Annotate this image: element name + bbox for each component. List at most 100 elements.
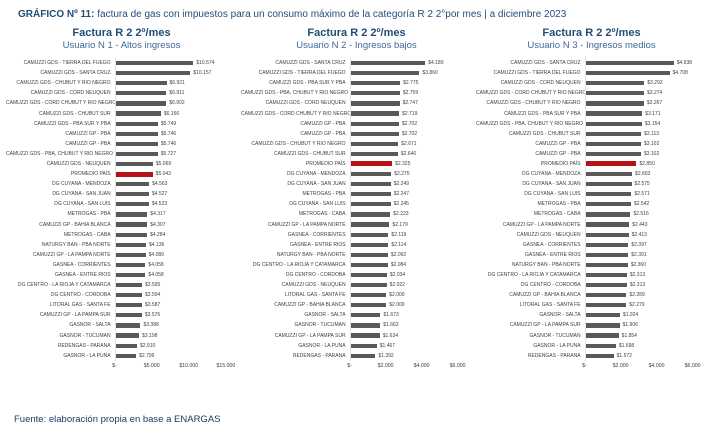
value-label: $2.516 [633,211,649,218]
bar-row: METROGAS - CABA $4.284 [6,229,237,240]
figure-caption: GRÁFICO Nº 11: factura de gas con impues… [0,0,715,21]
bar-row: GASNEA - CORRIENTES $2.397 [476,239,707,250]
plot-area: $4.136 [114,239,237,250]
category-label: CAMUZZI GP - BAHIA BLANCA [39,221,111,228]
bar [350,192,391,197]
chart-usuario-n1: Factura R 2 2º/mes Usuario N 1 - Altos in… [6,25,237,371]
bar [350,101,400,106]
value-label: $3.587 [144,302,161,309]
bar [350,182,391,187]
category-label: DG CUYANA - SAN JUAN [522,181,581,188]
plot-area: $4.089 [114,249,237,260]
bar-row: CAMUZZI GDS - CORD NEUQUEN $6.911 [6,88,237,99]
value-label: $5.746 [160,140,177,147]
chart-title: Factura R 2 2º/mes [542,27,641,39]
category-label: NATURGY BAN - PBA NORTE [276,251,346,258]
bar [115,60,194,66]
axis-tick-label: $4.000 [648,362,665,369]
plot-area: $2.850 [584,158,707,170]
category-label: DG CENTRO - CORDOBA [50,292,111,299]
value-label: $2.249 [393,181,410,188]
value-label: $4.180 [428,60,444,67]
bar-row: CAMUZZI GP - PBA $3.102 [476,148,707,159]
bar-row: GASNEA - CORRIENTES $2.119 [241,229,472,240]
x-axis: $- $5.000 $10.000 $15.000 [6,361,237,371]
bar [350,283,387,288]
plot-area: $1.698 [584,340,707,351]
bar-row: CAMUZZI GDS - PBA SUR Y PBA $5.749 [6,118,237,129]
bar-row: GASNOR - TUCUMAN $3.198 [6,330,237,341]
category-label: CAMUZZI GDS - CORD CHUBUT Y RIO NEGRO [476,90,587,97]
bar [115,323,141,328]
bar [115,313,142,318]
plot-area: $3.860 [349,68,472,79]
category-label: GASNEA - ENTRE RIOS [289,241,346,248]
bar [585,60,674,66]
bar-row: LITORAL GAS - SANTA FE $2.000 [241,290,472,301]
chart-title: Factura R 2 2º/mes [72,27,171,39]
plot-area: $6.911 [114,88,237,99]
bar-row: METROGAS - CABA $2.516 [476,209,707,220]
x-axis: $- $2.000 $4.000 $6.000 [241,361,472,371]
bar-row: GASNEA - ENTRE RIOS $2.114 [241,239,472,250]
plot-area: $3.102 [584,148,707,159]
value-label: $1.906 [622,322,638,329]
axis-tick-label: $15.000 [216,362,236,369]
bar-row: CAMUZZI GDS - TIERRA DEL FUEGO $4.708 [476,68,707,79]
plot-area: $1.634 [349,330,472,341]
axis-tick-label: $- [582,362,587,369]
value-label: $4.307 [150,221,166,228]
bar [350,262,388,268]
value-label: $2.910 [139,342,156,349]
bar [350,252,388,257]
category-label: GASNOR - TUCUMAN [529,332,581,339]
plot-area: $5.746 [114,138,237,149]
value-label: $2.413 [631,231,647,238]
plot-area: $4.058 [114,269,237,281]
plot-area: $3.594 [114,290,237,301]
bar-row: DG CUYANA - MENDOZA $2.275 [241,169,472,180]
bar-row: CAMUZZI GP - PBA $2.702 [241,128,472,139]
category-label: DG CENTRO - LA RIOJA Y CATAMARCA [487,272,581,279]
value-label: $1.698 [618,342,635,349]
bar-row: CAMUZZI GP - LA PAMPA SUR $1.906 [476,320,707,331]
value-label: $2.279 [629,302,645,309]
category-label: CAMUZZI GDS - TIERRA DEL FUEGO [258,70,346,77]
bar-row: CAMUZZI GP - PBA $5.746 [6,138,237,149]
chart-subtitle: Usuario N 1 - Altos ingresos [62,40,181,51]
axis-tick-area: $- $2.000 $4.000 $6.000 [582,360,707,372]
value-label: $2.034 [389,272,406,279]
figure-title: factura de gas con impuestos para un con… [94,9,567,20]
value-label: $2.313 [629,272,646,279]
bar [585,262,628,268]
category-label: DG CENTRO - LA RIOJA Y CATAMARCA [252,261,346,268]
value-label: $4.317 [150,211,166,218]
category-label: METROGAS - PBA [537,201,581,208]
bar [115,232,148,237]
category-label: CAMUZZI GP - LA PAMPA NORTE [502,221,581,228]
bar [585,222,630,227]
chart-usuario-n2: Factura R 2 2º/mes Usuario N 2 - Ingresos… [241,25,472,371]
bar-row: CAMUZZI GDS - CORD CHUBUT Y RIO NEGRO $2.… [241,108,472,119]
plot-area: $2.542 [584,199,707,210]
bar-row: DG CUYANA - SAN LUIS $4.523 [6,199,237,210]
bar-row: CAMUZZI GDS - PBA SUR Y PBA $2.775 [241,78,472,89]
plot-area: $3.171 [584,108,707,119]
bar [350,303,387,308]
category-label: CAMUZZI GP - BAHIA BLANCA [274,302,346,309]
plot-area: $2.575 [584,179,707,190]
bar-row: METROGAS - PBA $2.542 [476,199,707,210]
bar-row: GASNOR - TUCUMAN $1.663 [241,320,472,331]
category-label: CAMUZZI GP - LA PAMPA NORTE [32,251,111,258]
value-label: $4.089 [148,251,164,258]
plot-area: $3.102 [584,138,707,149]
plot-area: $2.603 [584,169,707,180]
bar-row: DG CUYANA - SAN LUIS $2.571 [476,189,707,200]
bar [585,151,641,156]
category-label: GASNEA - ENTRE RIOS [54,272,111,279]
highlight-bar [350,161,393,167]
category-label: CAMUZZI GDS - CORD CHUBUT Y RIO NEGRO [6,100,117,107]
category-label: LITORAL GAS - SANTA FE [519,302,581,309]
charts-container: Factura R 2 2º/mes Usuario N 1 - Altos in… [0,21,715,371]
bar-row: LITORAL GAS - SANTA FE $3.587 [6,300,237,311]
